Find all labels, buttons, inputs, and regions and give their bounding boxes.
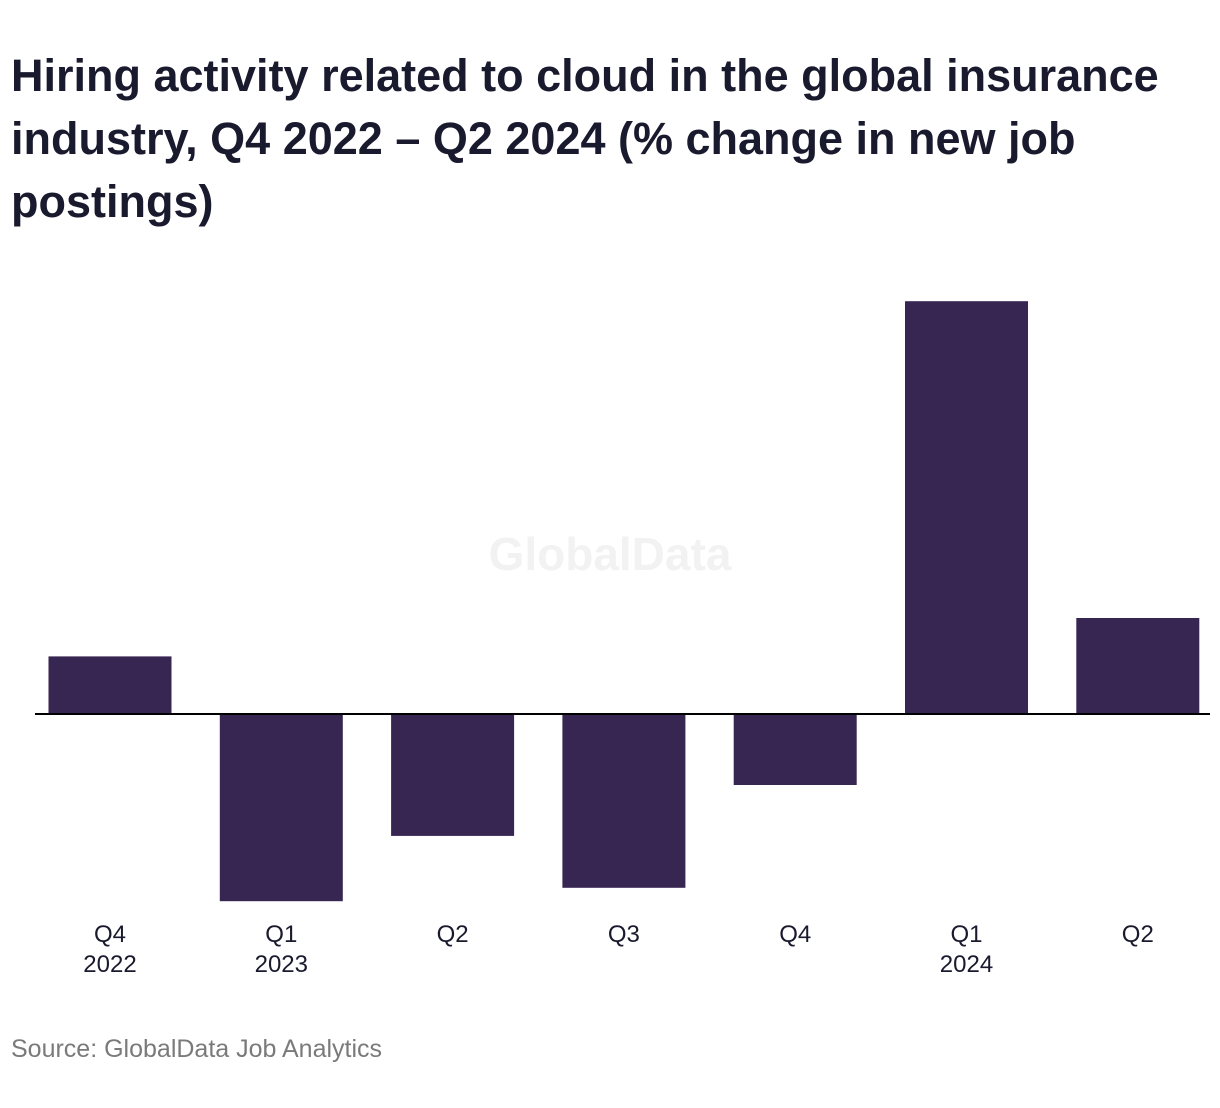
bar-chart: GlobalData Q4 2022 Q1 2023 Q2 Q3 Q4 Q1 2024 Q2 bbox=[35, 301, 1210, 978]
x-tick-year-1: 2023 bbox=[255, 951, 308, 978]
bar-1 bbox=[219, 714, 343, 902]
x-tick-year-5: 2024 bbox=[940, 951, 993, 978]
x-tick-label-3: Q3 bbox=[608, 921, 640, 948]
watermark: GlobalData bbox=[489, 528, 732, 580]
bars-group bbox=[48, 301, 1200, 902]
x-tick-labels: Q4 2022 Q1 2023 Q2 Q3 Q4 Q1 2024 Q2 bbox=[83, 921, 1154, 978]
bar-0 bbox=[48, 656, 172, 714]
x-tick-label-6: Q2 bbox=[1122, 921, 1154, 948]
x-tick-year-0: 2022 bbox=[83, 951, 136, 978]
bar-5 bbox=[905, 301, 1028, 714]
source-note: Source: GlobalData Job Analytics bbox=[11, 1035, 383, 1063]
bar-4 bbox=[733, 714, 857, 785]
bar-6 bbox=[1076, 618, 1200, 714]
x-tick-label-2: Q2 bbox=[437, 921, 469, 948]
chart-title: Hiring activity related to cloud in the … bbox=[11, 50, 1159, 227]
x-tick-label-1: Q1 bbox=[265, 921, 297, 948]
x-tick-label-4: Q4 bbox=[779, 921, 811, 948]
bar-2 bbox=[391, 714, 515, 836]
x-tick-label-5: Q1 bbox=[950, 921, 982, 948]
bar-3 bbox=[562, 714, 686, 888]
x-tick-label-0: Q4 bbox=[94, 921, 126, 948]
